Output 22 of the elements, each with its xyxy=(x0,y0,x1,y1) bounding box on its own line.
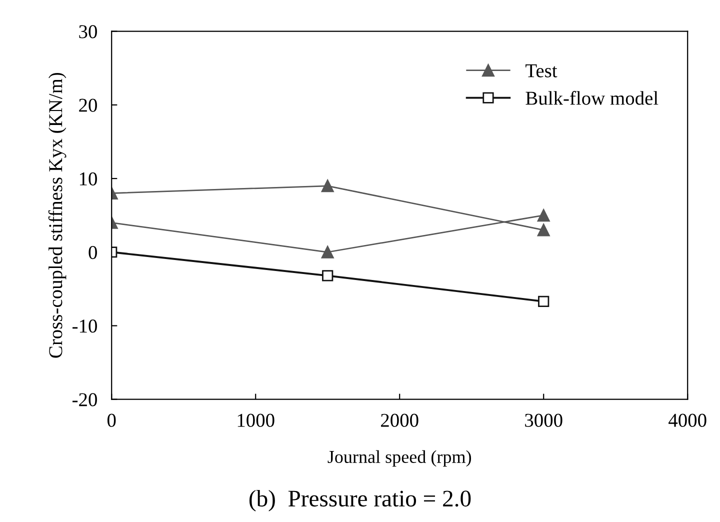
x-tick-label: 1000 xyxy=(238,414,274,427)
y-tick-label: 20 xyxy=(79,98,97,112)
point xyxy=(538,296,550,307)
y-tick-label: -20 xyxy=(72,393,97,406)
point xyxy=(537,224,550,236)
x-tick-label: 4000 xyxy=(668,414,706,427)
y-tick-label: -10 xyxy=(72,320,97,333)
x-axis-title: Journal speed (rpm) xyxy=(328,450,472,467)
y-tick-label: 10 xyxy=(80,172,97,186)
x-tick-label: 2000 xyxy=(381,414,418,427)
point xyxy=(322,270,334,282)
y-tick-label: 30 xyxy=(79,25,97,38)
x-tick-label: 0 xyxy=(107,414,116,427)
y-axis-title: Cross-coupled stiffness Kyx (KN/m) xyxy=(48,72,66,358)
text: (b) Pressure ratio = 2.0 xyxy=(249,490,471,512)
point xyxy=(321,180,334,192)
legend-label: Test xyxy=(526,64,558,78)
x-tick-label: 3000 xyxy=(525,414,562,427)
y-tick-label: 0 xyxy=(88,246,97,260)
point xyxy=(321,246,334,258)
legend-label: Bulk-flow model xyxy=(526,90,658,105)
point xyxy=(537,209,550,222)
